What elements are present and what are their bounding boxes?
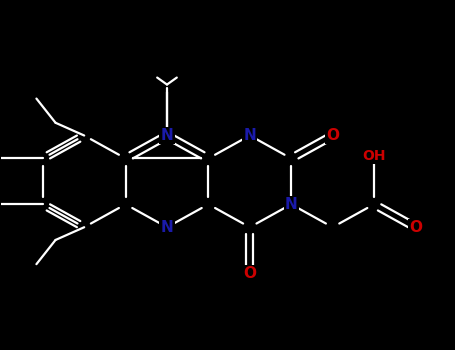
Text: OH: OH (362, 149, 386, 163)
Text: N: N (243, 128, 256, 143)
Text: N: N (161, 220, 173, 235)
Text: O: O (409, 220, 422, 235)
Text: O: O (326, 128, 339, 143)
Text: O: O (243, 266, 256, 281)
Text: N: N (285, 197, 298, 212)
Text: N: N (161, 128, 173, 143)
